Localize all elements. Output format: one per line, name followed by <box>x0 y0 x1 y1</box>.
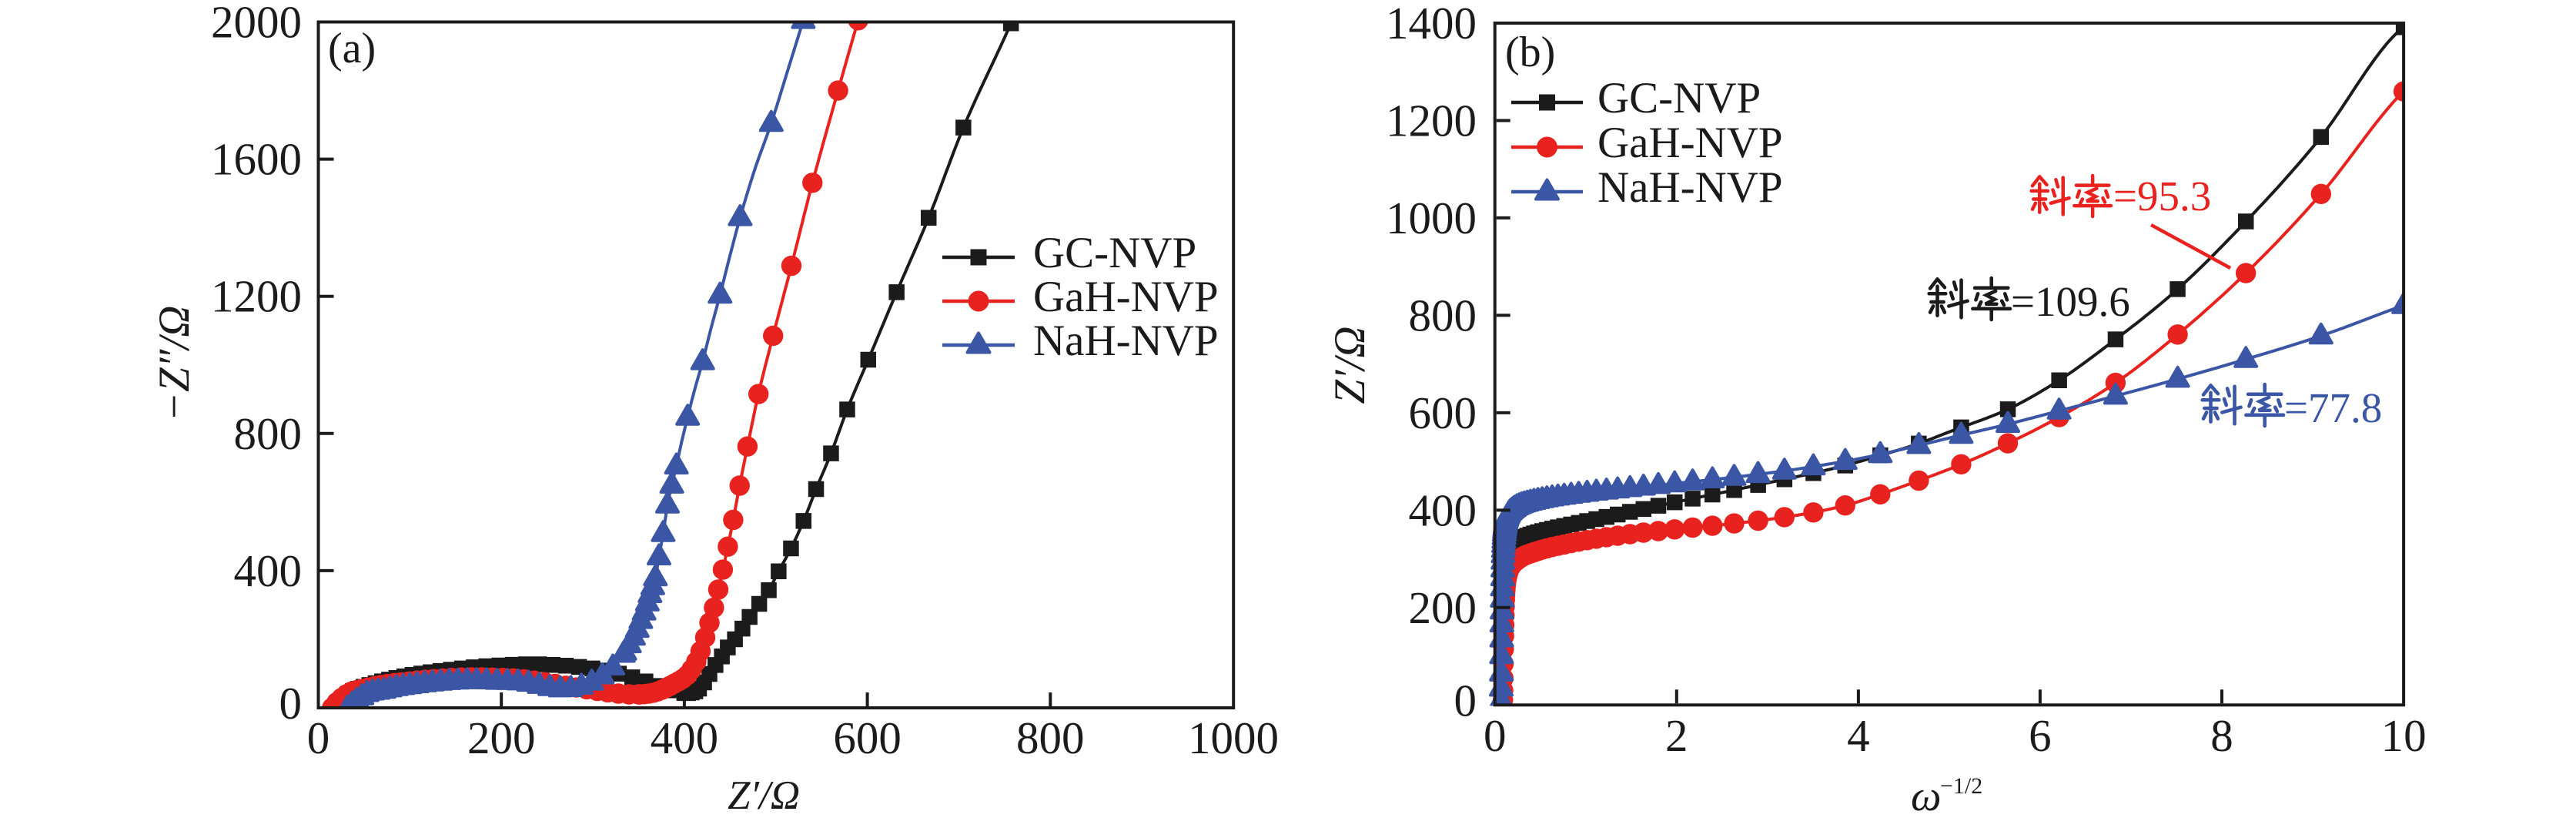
svg-text:6: 6 <box>2029 710 2052 761</box>
svg-text:NaH-NVP: NaH-NVP <box>1597 163 1783 212</box>
svg-text:1200: 1200 <box>211 271 302 322</box>
svg-text:8: 8 <box>2210 710 2233 761</box>
svg-text:1600: 1600 <box>211 134 302 185</box>
svg-text:Z′/Ω: Z′/Ω <box>728 773 800 818</box>
svg-text:4: 4 <box>1847 710 1870 761</box>
svg-text:600: 600 <box>833 712 902 763</box>
svg-text:10: 10 <box>2381 710 2427 761</box>
svg-text:Z′/Ω: Z′/Ω <box>1326 326 1374 404</box>
svg-text:−Z″/Ω: −Z″/Ω <box>150 306 199 422</box>
svg-text:−1/2: −1/2 <box>1940 773 1982 799</box>
svg-text:1200: 1200 <box>1386 96 1477 146</box>
svg-text:2000: 2000 <box>211 0 302 48</box>
svg-text:GaH-NVP: GaH-NVP <box>1033 273 1219 321</box>
svg-text:600: 600 <box>1409 387 1477 438</box>
svg-text:=95.3: =95.3 <box>2113 173 2211 220</box>
svg-text:0: 0 <box>279 678 303 729</box>
svg-text:0: 0 <box>307 712 330 763</box>
svg-text:NaH-NVP: NaH-NVP <box>1033 317 1219 365</box>
svg-text:GC-NVP: GC-NVP <box>1597 74 1761 122</box>
svg-text:GaH-NVP: GaH-NVP <box>1597 119 1783 167</box>
svg-text:ω: ω <box>1911 773 1942 820</box>
svg-text:=109.6: =109.6 <box>2011 278 2130 325</box>
svg-text:0: 0 <box>1484 710 1507 761</box>
svg-text:200: 200 <box>467 712 536 763</box>
svg-text:1000: 1000 <box>1386 193 1477 243</box>
svg-text:(a): (a) <box>328 25 376 72</box>
svg-text:400: 400 <box>1409 484 1477 535</box>
svg-text:0: 0 <box>1454 675 1477 726</box>
svg-text:GC-NVP: GC-NVP <box>1033 229 1196 277</box>
svg-text:1400: 1400 <box>1386 0 1477 49</box>
svg-text:400: 400 <box>234 545 303 596</box>
svg-text:2: 2 <box>1665 710 1688 761</box>
svg-text:400: 400 <box>651 712 719 763</box>
svg-text:1000: 1000 <box>1188 712 1279 763</box>
svg-text:800: 800 <box>234 408 303 459</box>
svg-text:800: 800 <box>1016 712 1085 763</box>
svg-text:(b): (b) <box>1505 28 1555 76</box>
svg-text:=77.8: =77.8 <box>2284 384 2382 431</box>
svg-text:800: 800 <box>1409 290 1477 340</box>
svg-text:200: 200 <box>1409 582 1477 633</box>
